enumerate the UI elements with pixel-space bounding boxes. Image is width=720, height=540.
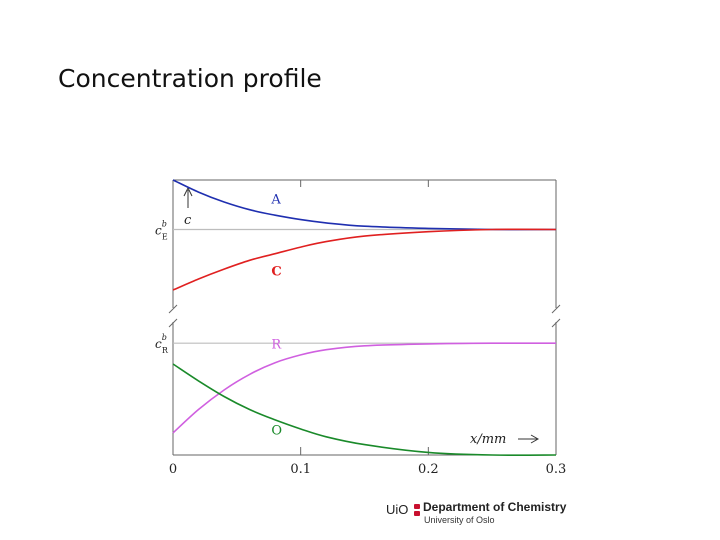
x-tick-label: 0.2: [418, 462, 439, 477]
axis-break-mark: [551, 304, 561, 314]
x-axis-label: x/mm: [470, 432, 506, 447]
axis-break-mark: [168, 304, 178, 314]
series-line-o: [172, 363, 557, 456]
series-label-o: O: [271, 423, 282, 438]
x-axis-arrow-head: [530, 434, 540, 444]
y-axis-label: c: [184, 213, 192, 228]
x-tick-label: 0.3: [546, 462, 567, 477]
slide-title: Concentration profile: [58, 64, 322, 93]
university-name: University of Oslo: [424, 515, 495, 525]
series-line-a: [172, 179, 557, 231]
series-label-r: R: [271, 337, 282, 352]
seal-icon: [414, 504, 420, 516]
x-tick-label: 0: [169, 462, 177, 477]
x-tick-label: 0.1: [290, 462, 311, 477]
reference-line-label: cb R: [155, 333, 169, 355]
uio-mark: UiO: [386, 502, 409, 517]
series-line-c: [172, 228, 557, 291]
series-label-c: C: [271, 264, 281, 279]
axis-break-mark: [551, 318, 561, 328]
series-label-a: A: [270, 192, 281, 207]
reference-line-label: cb E: [155, 220, 168, 242]
department-name: Department of Chemistry: [423, 500, 567, 514]
series-line-r: [172, 342, 557, 434]
axis-break-mark: [168, 318, 178, 328]
